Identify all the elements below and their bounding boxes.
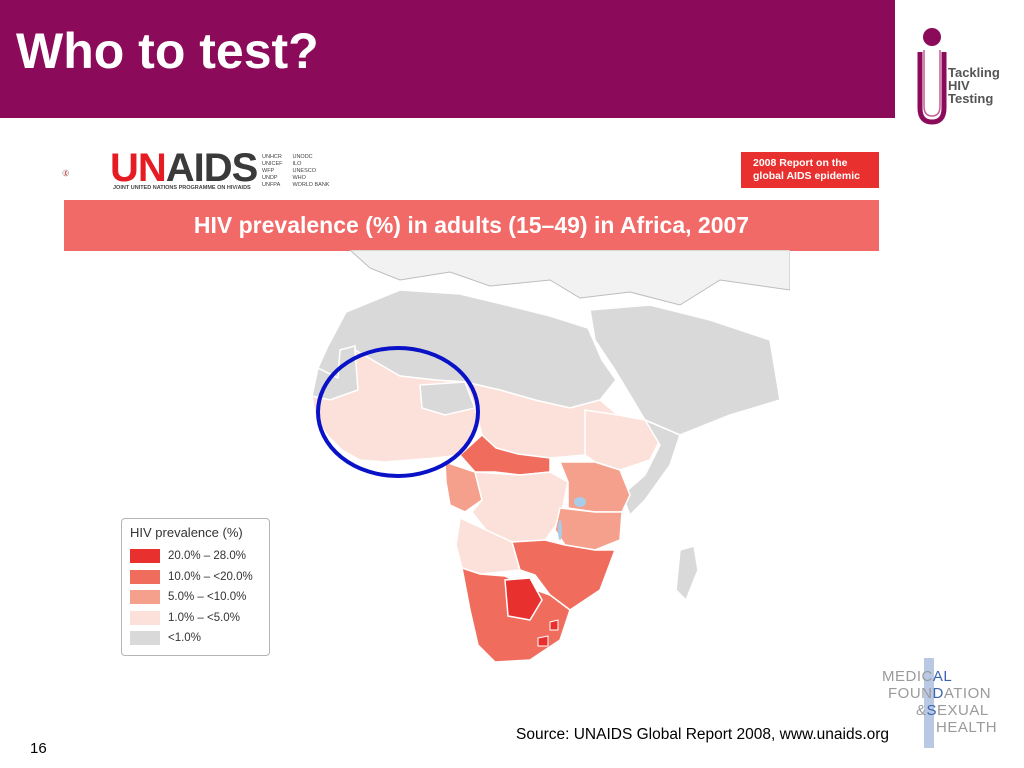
- africa-hiv-prevalence-map: [311, 250, 790, 663]
- cosponsor-column-2: UNODC ILO UNESCO WHO WORLD BANK: [292, 154, 329, 189]
- europe-landmass: [349, 250, 790, 306]
- legend-label: 5.0% – <10.0%: [168, 591, 247, 604]
- tackling-hiv-testing-logo: [917, 28, 947, 125]
- wordmark-aids: AIDS: [165, 146, 259, 190]
- angola-region: [455, 516, 521, 575]
- map-title: HIV prevalence (%) in adults (15–49) in …: [64, 200, 879, 251]
- logo-line-1: Tackling: [948, 65, 1000, 80]
- cosponsor-item: UNICEF: [262, 161, 283, 167]
- middle-east-landmass: [589, 304, 781, 436]
- sahel-grey-patch: [419, 381, 477, 416]
- legend-title: HIV prevalence (%): [130, 525, 243, 540]
- unaids-wordmark: UNAIDS: [110, 146, 259, 190]
- uganda-kenya-region: [558, 461, 631, 513]
- somalia-region: [621, 418, 681, 517]
- legend-swatch: [130, 549, 160, 564]
- lake-victoria: [574, 497, 586, 507]
- legend-label: 1.0% – <5.0%: [168, 611, 240, 624]
- mf-line-4: HEALTH: [936, 719, 998, 736]
- mf-line-2: FOUNDATION: [888, 685, 992, 702]
- swaziland-region: [549, 619, 559, 631]
- cosponsor-item: WFP: [262, 168, 275, 174]
- legend-item: 1.0% – <5.0%: [130, 608, 261, 629]
- zambia-malawi-mozambique-region: [511, 539, 617, 611]
- cosponsor-item: WHO: [292, 175, 306, 181]
- medical-foundation-logo: MEDICAL FOUNDATION &SEXUAL HEALTH: [880, 658, 1020, 750]
- wordmark-un: UN: [110, 146, 167, 190]
- cosponsor-item: WORLD BANK: [292, 182, 330, 188]
- legend-swatch: [130, 590, 160, 605]
- tackling-hiv-testing-text: Tackling HIV Testing: [948, 66, 1000, 105]
- tanzania-region: [554, 507, 623, 551]
- legend-item: 20.0% – 28.0%: [130, 546, 261, 567]
- cosponsor-item: UNFPA: [262, 182, 281, 188]
- legend-swatch: [130, 631, 160, 646]
- mf-line-3: &SEXUAL: [916, 702, 989, 719]
- logo-line-3: Testing: [948, 91, 994, 106]
- legend-item: 10.0% – <20.0%: [130, 567, 261, 588]
- cosponsor-list: UNHCR UNICEF WFP UNDP UNFPA UNODC ILO UN…: [262, 154, 329, 189]
- page-number: 16: [30, 740, 47, 757]
- mf-line-1: MEDICAL: [882, 668, 953, 685]
- logo-line-2: HIV: [948, 78, 970, 93]
- report-badge: 2008 Report on the global AIDS epidemic: [741, 152, 879, 188]
- legend-label: 10.0% – <20.0%: [168, 570, 253, 583]
- map-legend: HIV prevalence (%) 20.0% – 28.0% 10.0% –…: [121, 518, 270, 656]
- lake-tanganyika: [558, 520, 562, 540]
- mf-accent-bar: [924, 658, 934, 748]
- title-bar: Who to test?: [0, 0, 895, 118]
- madagascar-region: [675, 545, 699, 602]
- legend-item: 5.0% – <10.0%: [130, 587, 261, 608]
- cosponsor-item: UNESCO: [292, 168, 317, 174]
- source-citation: Source: UNAIDS Global Report 2008, www.u…: [516, 726, 890, 743]
- legend-swatch: [130, 610, 160, 625]
- cosponsor-item: UNDP: [262, 175, 278, 181]
- highlight-ellipse: [316, 346, 480, 478]
- legend-label: 20.0% – 28.0%: [168, 550, 247, 563]
- cosponsor-item: UNHCR: [262, 154, 282, 160]
- report-badge-line-1: 2008 Report on the: [753, 157, 848, 169]
- slide-title: Who to test?: [16, 23, 319, 79]
- cosponsor-column-1: UNHCR UNICEF WFP UNDP UNFPA: [262, 154, 282, 189]
- legend-label: <1.0%: [168, 632, 201, 645]
- cosponsor-item: ILO: [292, 161, 302, 167]
- lesotho-region: [537, 635, 549, 647]
- unaids-subtitle: JOINT UNITED NATIONS PROGRAMME ON HIV/AI…: [113, 185, 251, 191]
- report-badge-line-2: global AIDS epidemic: [753, 170, 860, 182]
- cosponsor-item: UNODC: [292, 154, 313, 160]
- legend-item: <1.0%: [130, 628, 261, 649]
- botswana-region: [504, 577, 543, 621]
- un-emblem-icon: [62, 169, 69, 177]
- ethiopia-region: [584, 409, 661, 471]
- legend-swatch: [130, 569, 160, 584]
